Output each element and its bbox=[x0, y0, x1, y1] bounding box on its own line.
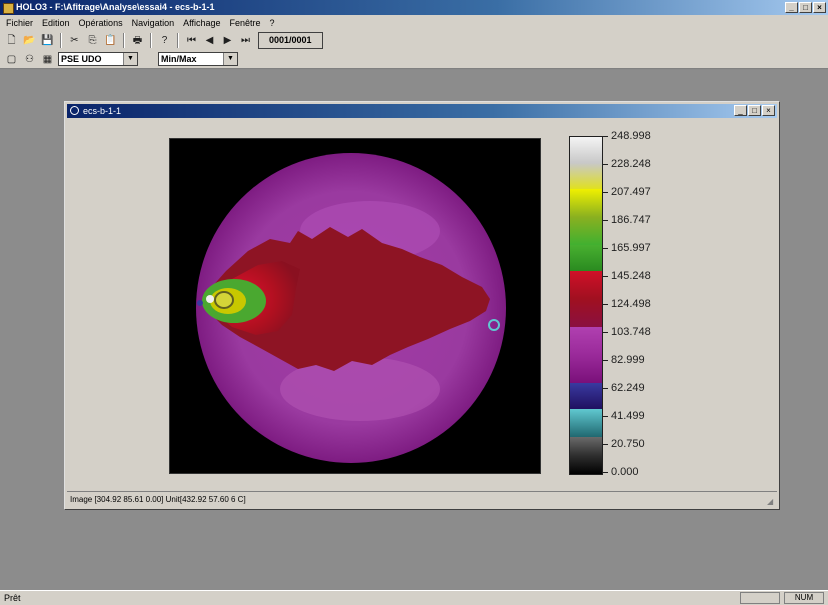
close-icon[interactable]: × bbox=[762, 105, 775, 116]
scale-label: 207.497 bbox=[611, 186, 651, 198]
toolbar-separator bbox=[123, 33, 125, 48]
previous-frame-icon[interactable]: ◀ bbox=[205, 35, 214, 46]
scale-label: 0.000 bbox=[611, 466, 639, 478]
scale-tick bbox=[603, 276, 608, 277]
scale-tick bbox=[603, 304, 608, 305]
scale-label: 62.249 bbox=[611, 382, 645, 394]
app-icon bbox=[3, 3, 14, 14]
menu-bar: Fichier Edition Opérations Navigation Af… bbox=[0, 15, 828, 31]
scale-tick bbox=[603, 444, 608, 445]
menu-operations[interactable]: Opérations bbox=[78, 18, 123, 28]
paste-icon[interactable]: 📋 bbox=[104, 35, 117, 46]
scale-tick bbox=[603, 472, 608, 473]
scale-tick bbox=[603, 220, 608, 221]
scale-label: 82.999 bbox=[611, 354, 645, 366]
chevron-down-icon[interactable]: ▼ bbox=[123, 53, 137, 65]
scale-label: 103.748 bbox=[611, 326, 651, 338]
next-frame-icon[interactable]: ▶ bbox=[223, 35, 232, 46]
toolbar-separator bbox=[177, 33, 179, 48]
scale-tick bbox=[603, 360, 608, 361]
image-window-title: ecs-b-1-1 bbox=[83, 106, 122, 116]
image-window-title-bar: ecs-b-1-1 _ □ × bbox=[67, 104, 777, 118]
resize-grip-icon[interactable]: ◢ bbox=[767, 497, 774, 506]
window-icon bbox=[70, 106, 79, 115]
last-frame-icon[interactable]: ⏭ bbox=[241, 35, 250, 46]
dataset-select[interactable]: PSE UDO ▼ bbox=[58, 52, 138, 66]
scale-tick bbox=[603, 248, 608, 249]
thermal-image[interactable] bbox=[169, 138, 541, 474]
copy-icon[interactable]: ⎘ bbox=[88, 35, 97, 46]
grid-icon[interactable]: ▦ bbox=[42, 53, 53, 65]
scale-tick bbox=[603, 164, 608, 165]
open-folder-icon[interactable]: 📂 bbox=[23, 35, 36, 46]
chevron-down-icon[interactable]: ▼ bbox=[223, 53, 237, 65]
minimize-icon[interactable]: _ bbox=[734, 105, 747, 116]
app-title-bar: HOLO3 - F:\Afitrage\Analyse\essai4 - ecs… bbox=[0, 0, 828, 15]
save-icon[interactable]: 💾 bbox=[41, 35, 54, 46]
window-controls: _ □ × bbox=[785, 2, 826, 13]
scale-tick bbox=[603, 332, 608, 333]
view-mode-icon[interactable]: ▢ bbox=[6, 53, 17, 65]
scale-select[interactable]: Min/Max ▼ bbox=[158, 52, 238, 66]
frame-counter: 0001/0001 bbox=[258, 32, 323, 49]
image-window: ecs-b-1-1 _ □ × bbox=[64, 101, 780, 510]
cut-icon[interactable]: ✂ bbox=[70, 35, 79, 46]
scale-tick bbox=[603, 192, 608, 193]
menu-fenetre[interactable]: Fenêtre bbox=[229, 18, 261, 28]
scale-label: 41.499 bbox=[611, 410, 645, 422]
scale-label: 165.997 bbox=[611, 242, 651, 254]
scale-label: 186.747 bbox=[611, 214, 651, 226]
scale-tick bbox=[603, 416, 608, 417]
menu-edition[interactable]: Edition bbox=[42, 18, 70, 28]
menu-navigation[interactable]: Navigation bbox=[131, 18, 175, 28]
scale-label: 145.248 bbox=[611, 270, 651, 282]
edge-marker bbox=[488, 319, 500, 331]
toolbar-separator bbox=[60, 33, 62, 48]
image-status-bar: Image [304.92 85.61 0.00] Unit[432.92 57… bbox=[67, 491, 777, 507]
color-scale-bar bbox=[569, 136, 603, 475]
scale-tick bbox=[603, 136, 608, 137]
menu-affichage[interactable]: Affichage bbox=[183, 18, 221, 28]
main-toolbar: 🗋 📂 💾 ✂ ⎘ 📋 🖶 ? ⏮ ◀ ▶ ⏭ 0001/0001 bbox=[0, 31, 828, 50]
app-title: HOLO3 - F:\Afitrage\Analyse\essai4 - ecs… bbox=[16, 2, 215, 12]
group-icon[interactable]: ⚇ bbox=[25, 53, 34, 65]
scale-select-value: Min/Max bbox=[161, 54, 197, 64]
scale-label: 248.998 bbox=[611, 130, 651, 142]
status-bar: Prêt NUM bbox=[0, 590, 828, 605]
dataset-select-value: PSE UDO bbox=[61, 54, 102, 64]
maximize-icon[interactable]: □ bbox=[799, 2, 812, 13]
close-icon[interactable]: × bbox=[813, 2, 826, 13]
scale-label: 124.498 bbox=[611, 298, 651, 310]
new-file-icon[interactable]: 🗋 bbox=[7, 35, 16, 46]
menu-help[interactable]: ? bbox=[269, 18, 275, 28]
minimize-icon[interactable]: _ bbox=[785, 2, 798, 13]
view-toolbar: ▢ ⚇ ▦ PSE UDO ▼ Min/Max ▼ bbox=[0, 50, 828, 69]
menu-fichier[interactable]: Fichier bbox=[6, 18, 34, 28]
first-frame-icon[interactable]: ⏮ bbox=[187, 35, 196, 46]
maximize-icon[interactable]: □ bbox=[748, 105, 761, 116]
help-pointer-icon[interactable]: ? bbox=[161, 35, 168, 46]
scale-label: 228.248 bbox=[611, 158, 651, 170]
num-lock-indicator: NUM bbox=[784, 592, 824, 604]
child-window-controls: _ □ × bbox=[734, 105, 775, 116]
thermal-image-canvas bbox=[196, 153, 506, 463]
scale-tick bbox=[603, 388, 608, 389]
scale-label: 20.750 bbox=[611, 438, 645, 450]
status-text: Prêt bbox=[4, 593, 21, 603]
toolbar-separator bbox=[150, 33, 152, 48]
print-icon[interactable]: 🖶 bbox=[132, 35, 143, 46]
status-pane bbox=[740, 592, 780, 604]
